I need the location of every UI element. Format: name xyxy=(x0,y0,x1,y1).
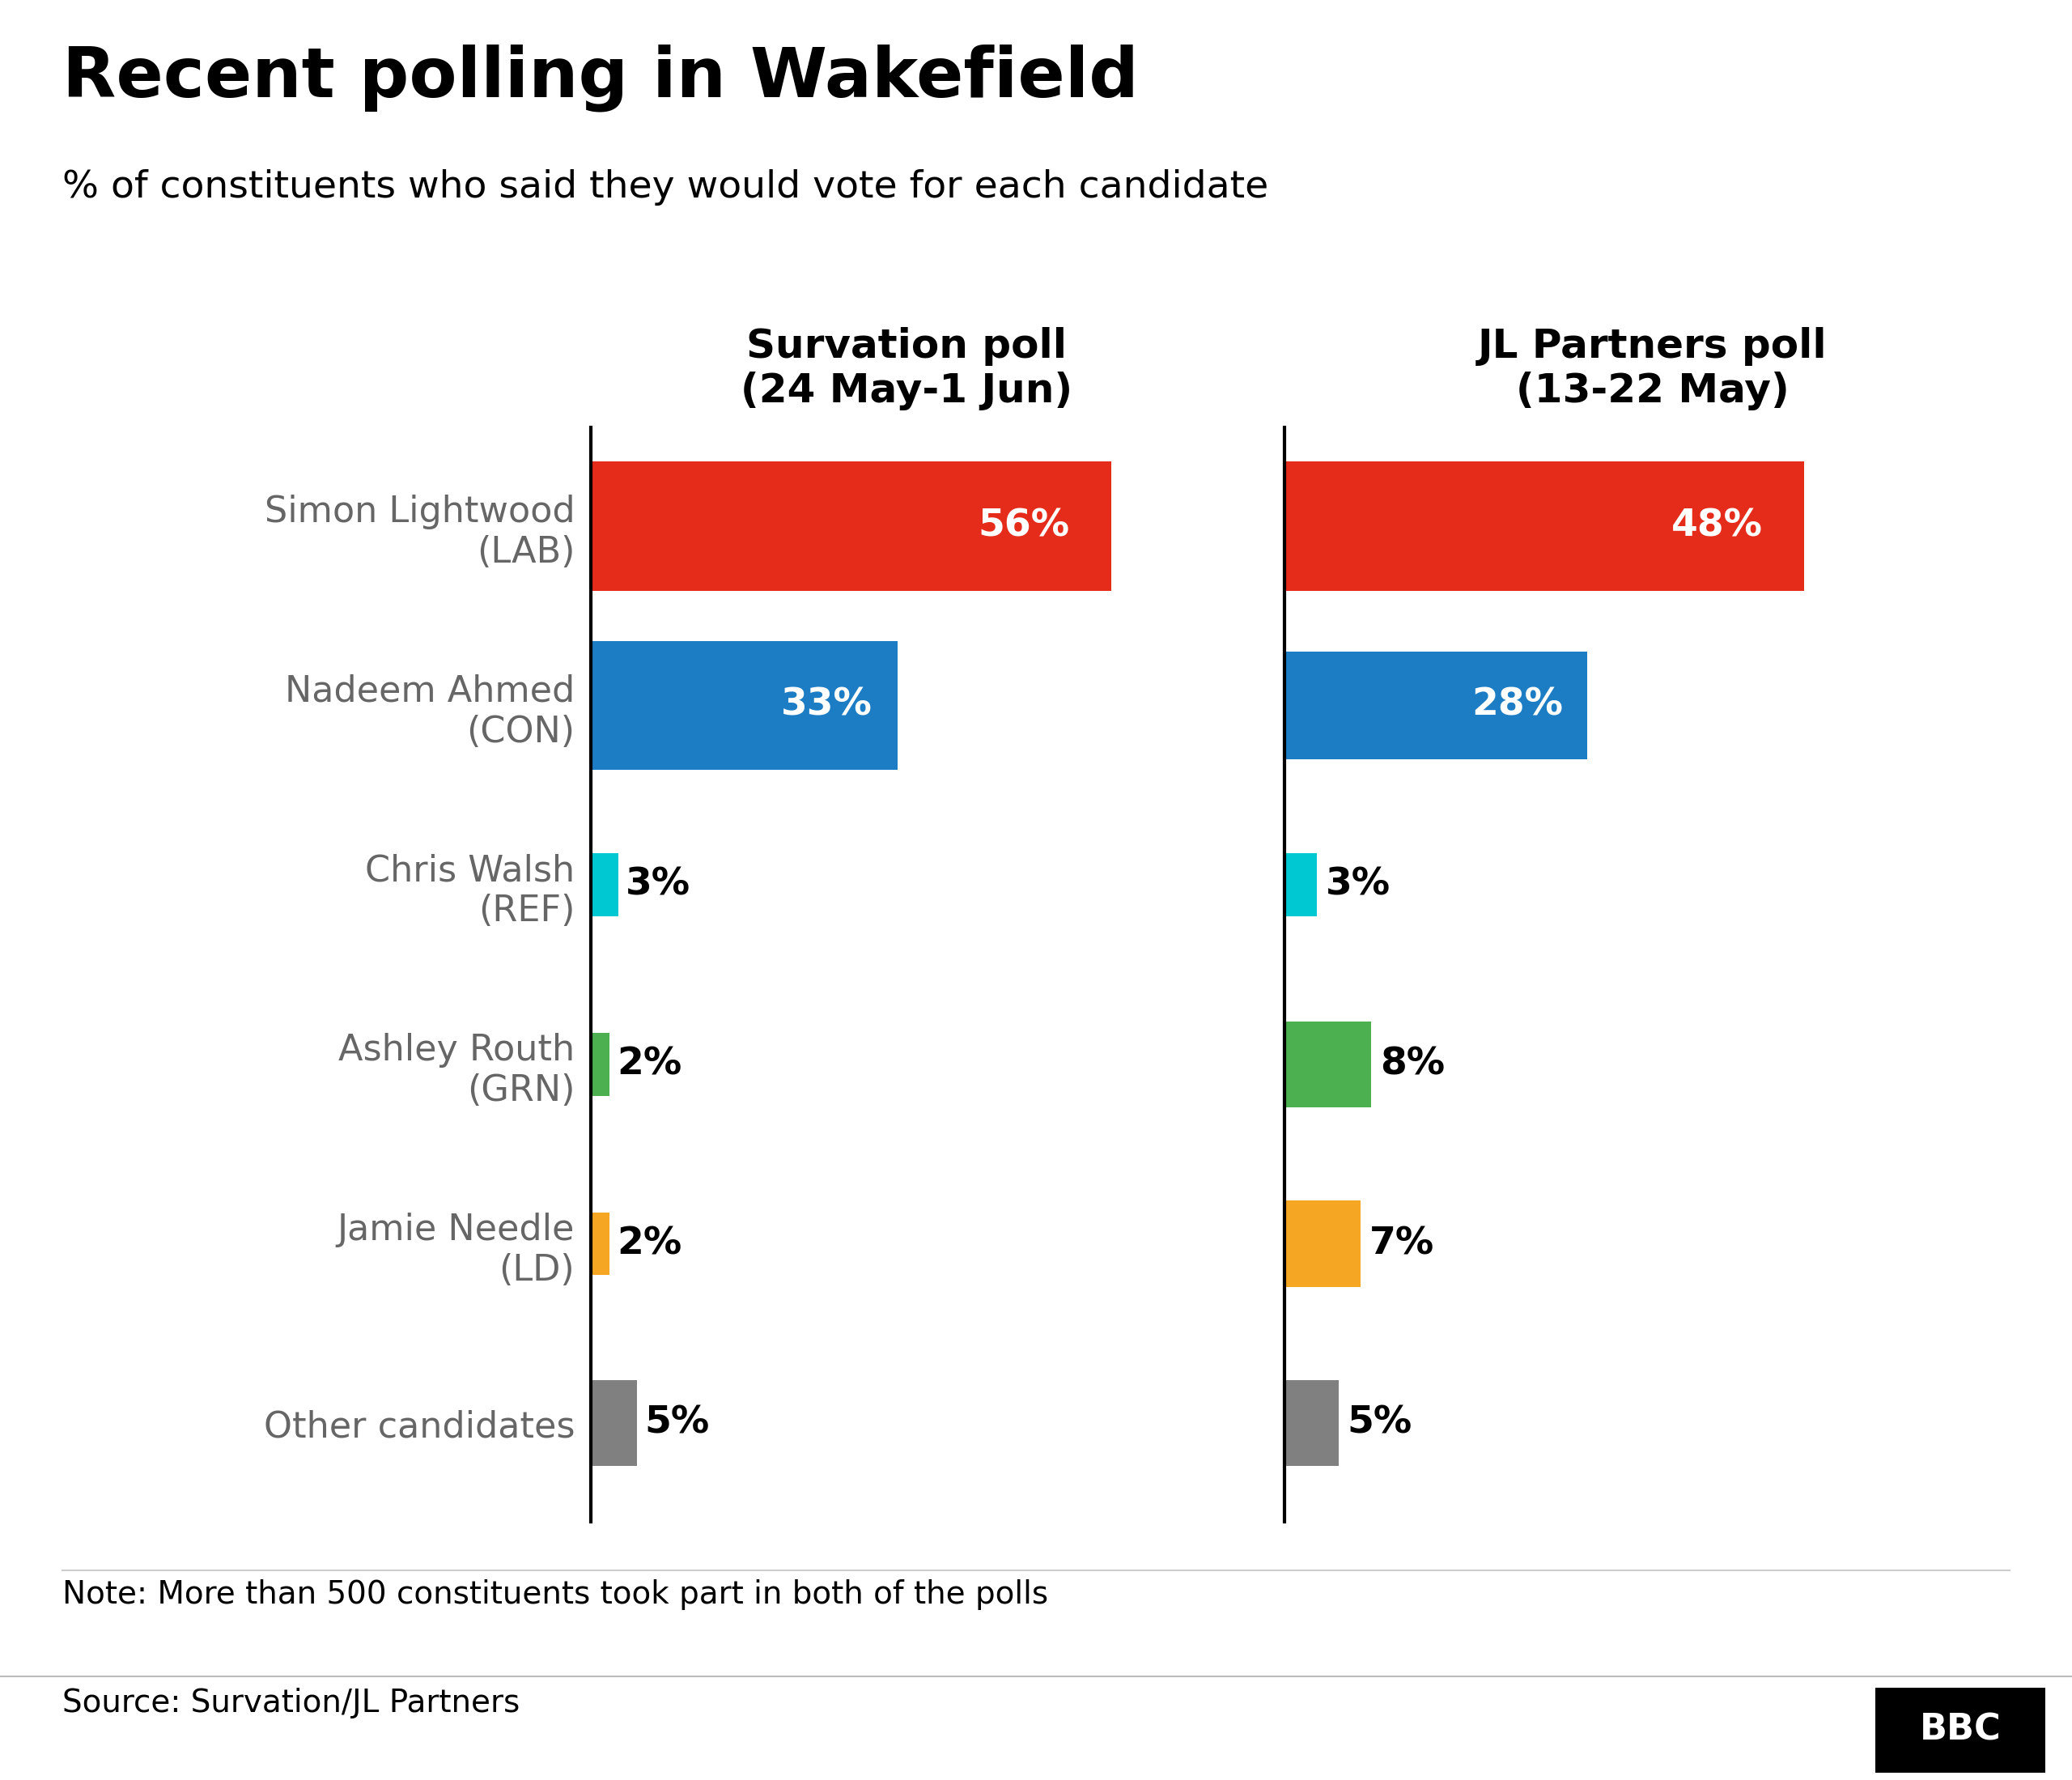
Text: Recent polling in Wakefield: Recent polling in Wakefield xyxy=(62,44,1138,112)
Text: 5%: 5% xyxy=(644,1404,709,1442)
Text: 3%: 3% xyxy=(626,867,690,902)
Title: Survation poll
(24 May-1 Jun): Survation poll (24 May-1 Jun) xyxy=(740,328,1073,411)
Text: % of constituents who said they would vote for each candidate: % of constituents who said they would vo… xyxy=(62,169,1268,205)
Text: 33%: 33% xyxy=(781,687,872,724)
Text: 56%: 56% xyxy=(978,507,1069,545)
Text: 7%: 7% xyxy=(1370,1225,1434,1262)
Bar xyxy=(1285,853,1318,917)
Text: 2%: 2% xyxy=(617,1225,682,1262)
Bar xyxy=(1285,1380,1339,1467)
Text: 28%: 28% xyxy=(1471,687,1562,724)
Bar xyxy=(1285,651,1587,760)
Bar xyxy=(591,1212,609,1274)
Text: 5%: 5% xyxy=(1347,1404,1413,1442)
Bar xyxy=(1285,1202,1361,1287)
Text: BBC: BBC xyxy=(1919,1712,2002,1748)
Text: Source: Survation/JL Partners: Source: Survation/JL Partners xyxy=(62,1687,520,1718)
Text: Note: More than 500 constituents took part in both of the polls: Note: More than 500 constituents took pa… xyxy=(62,1579,1048,1609)
Text: 8%: 8% xyxy=(1380,1047,1444,1082)
Bar xyxy=(591,853,617,917)
Bar xyxy=(591,1380,636,1467)
Text: 48%: 48% xyxy=(1670,507,1763,545)
Bar xyxy=(1285,461,1805,591)
Bar xyxy=(1285,1022,1372,1107)
Title: JL Partners poll
(13-22 May): JL Partners poll (13-22 May) xyxy=(1477,328,1828,411)
Bar xyxy=(591,641,897,771)
Text: 2%: 2% xyxy=(617,1047,682,1082)
Bar xyxy=(591,1032,609,1096)
Text: 3%: 3% xyxy=(1326,867,1390,902)
Bar xyxy=(591,461,1111,591)
